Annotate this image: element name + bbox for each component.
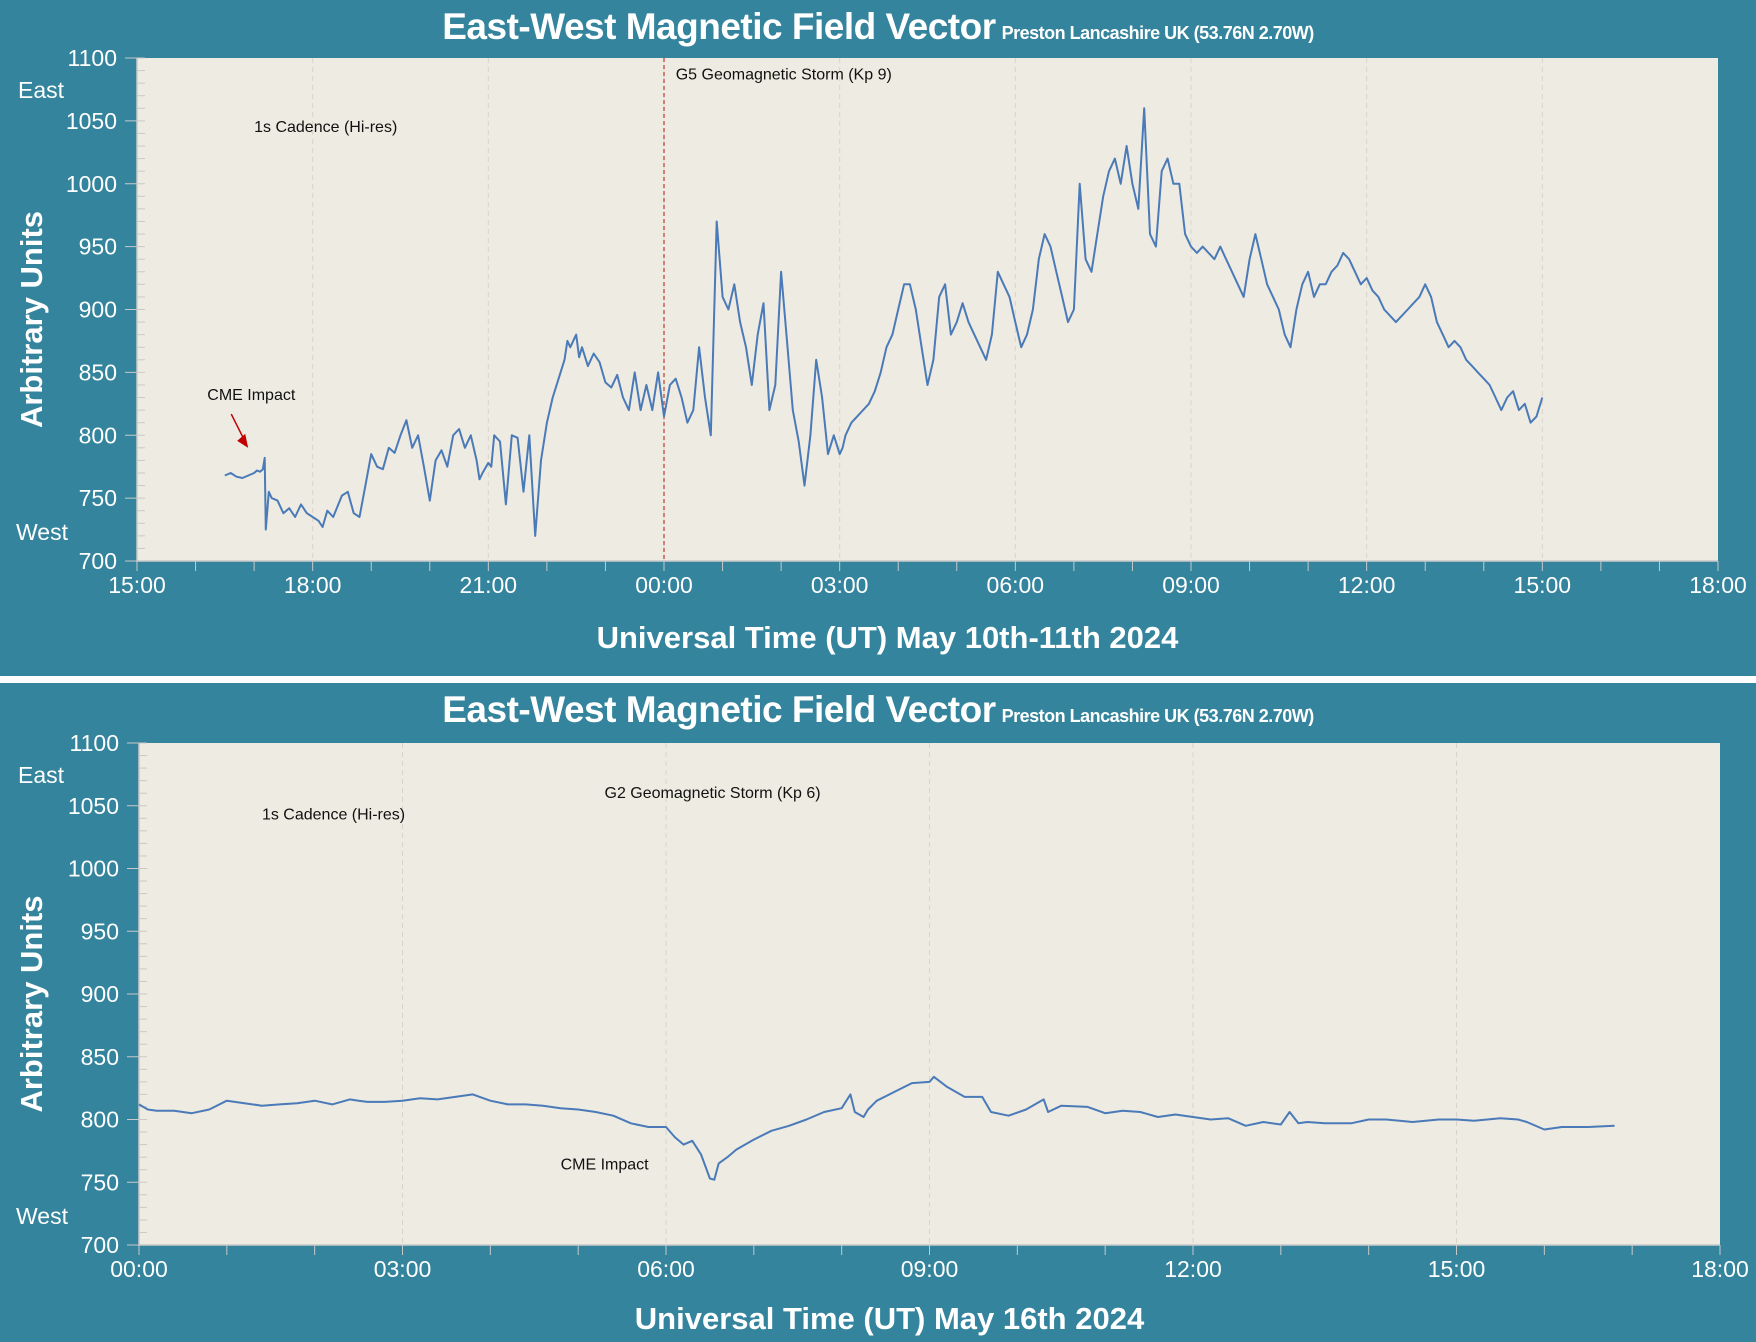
west-label: West: [16, 1203, 69, 1229]
chart-svg-may-10-11: 700 750 800 850 900 950 1000 1050 1100 15:00 18:00…: [14, 45, 1747, 655]
y-axis-title: Arbitrary Units: [14, 895, 49, 1112]
chart-subtitle: Preston Lancashire UK (53.76N 2.70W): [1001, 23, 1315, 43]
cme-arrow-head: [237, 433, 249, 448]
y-tick-label: 950: [81, 918, 119, 944]
annotation-cadence: 1s Cadence (Hi-res): [254, 119, 397, 136]
x-axis-title: Universal Time (UT) May 16th 2024: [635, 1301, 1145, 1336]
x-tick-label: 18:00: [1689, 572, 1747, 598]
x-tick-label: 03:00: [811, 572, 869, 598]
y-tick-label: 1000: [68, 856, 119, 882]
y-tick-label: 1100: [70, 730, 119, 756]
y-tick-label: 800: [81, 1107, 119, 1133]
annotation-storm: G2 Geomagnetic Storm (Kp 6): [605, 785, 821, 802]
x-tick-label: 12:00: [1164, 1256, 1222, 1282]
cme-arrow-shaft: [230, 413, 245, 441]
x-tick-label: 15:00: [1428, 1256, 1486, 1282]
y-tick-label: 700: [81, 1232, 119, 1258]
plot-area: [137, 58, 1718, 561]
y-axis-title: Arbitrary Units: [14, 211, 49, 428]
annotation-storm: G5 Geomagnetic Storm (Kp 9): [676, 66, 892, 83]
data-series-line: [224, 107, 1544, 537]
x-tick-label: 09:00: [901, 1256, 959, 1282]
x-tick-label: 09:00: [1162, 572, 1220, 598]
x-tick-label: 12:00: [1338, 572, 1396, 598]
y-tick-label: 1050: [68, 793, 119, 819]
y-tick-label: 1000: [66, 171, 117, 197]
y-tick-label: 700: [79, 548, 117, 574]
y-tick-label: 750: [81, 1169, 119, 1195]
x-tick-label: 00:00: [635, 572, 693, 598]
x-tick-label: 15:00: [108, 572, 166, 598]
east-label: East: [18, 762, 65, 788]
y-tick-label: 750: [79, 485, 117, 511]
x-tick-label: 18:00: [284, 572, 342, 598]
x-tick-label: 00:00: [110, 1256, 168, 1282]
chart-svg-may-16: 700 750 800 850 900 950 1000 1050 1100 00:00 03:00…: [14, 730, 1749, 1336]
y-tick-label: 1050: [66, 108, 117, 134]
chart-title-row: East-West Magnetic Field Vector Preston L…: [0, 6, 1756, 48]
chart-panel-may-10-11: East-West Magnetic Field Vector Preston L…: [0, 0, 1756, 676]
chart-panel-may-16: East-West Magnetic Field Vector Preston L…: [0, 683, 1756, 1342]
data-series-line: [138, 1075, 1615, 1181]
y-tick-label: 900: [81, 981, 119, 1007]
y-tick-label: 850: [81, 1044, 119, 1070]
y-tick-label: 950: [79, 234, 117, 260]
annotation-cadence: 1s Cadence (Hi-res): [262, 807, 405, 824]
x-tick-label: 03:00: [374, 1256, 432, 1282]
chart-title: East-West Magnetic Field Vector: [442, 6, 996, 47]
annotation-cme-impact: CME Impact: [561, 1157, 650, 1174]
x-tick-label: 06:00: [637, 1256, 695, 1282]
east-label: East: [18, 77, 65, 103]
y-tick-label: 900: [79, 297, 117, 323]
x-axis-title: Universal Time (UT) May 10th-11th 2024: [597, 620, 1180, 655]
annotation-cme-impact: CME Impact: [207, 387, 296, 404]
x-tick-label: 18:00: [1691, 1256, 1749, 1282]
west-label: West: [16, 519, 69, 545]
x-tick-label: 15:00: [1514, 572, 1572, 598]
x-tick-label: 21:00: [460, 572, 518, 598]
chart-title: East-West Magnetic Field Vector: [442, 689, 996, 730]
chart-title-row: East-West Magnetic Field Vector Preston L…: [0, 689, 1756, 731]
chart-subtitle: Preston Lancashire UK (53.76N 2.70W): [1001, 706, 1315, 726]
x-tick-label: 06:00: [987, 572, 1045, 598]
y-tick-label: 1100: [68, 45, 117, 71]
y-tick-label: 850: [79, 359, 117, 385]
y-tick-label: 800: [79, 422, 117, 448]
